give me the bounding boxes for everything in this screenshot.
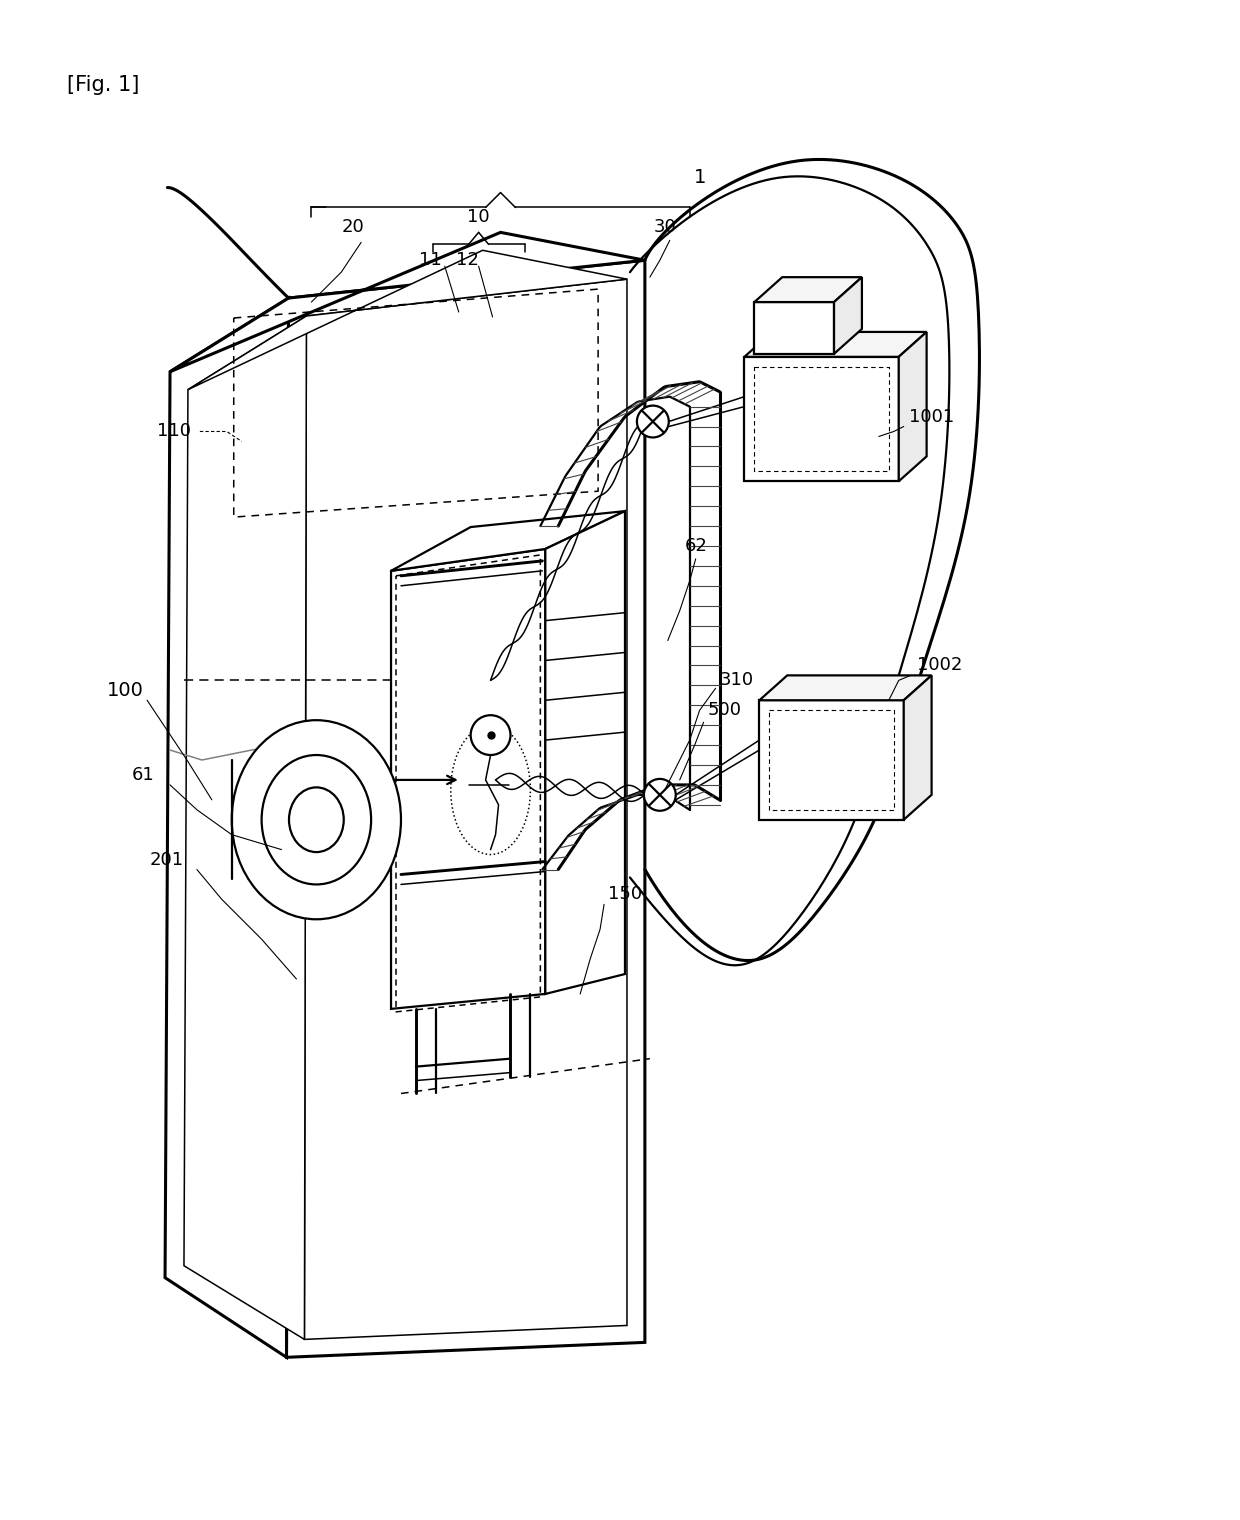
Text: 1: 1 bbox=[693, 169, 706, 187]
Text: 310: 310 bbox=[719, 672, 754, 690]
Text: 20: 20 bbox=[342, 219, 365, 237]
Polygon shape bbox=[744, 331, 926, 357]
Polygon shape bbox=[391, 549, 546, 1009]
Polygon shape bbox=[835, 277, 862, 354]
Polygon shape bbox=[286, 260, 645, 1357]
Ellipse shape bbox=[262, 755, 371, 885]
Text: 62: 62 bbox=[684, 537, 708, 555]
Circle shape bbox=[644, 778, 676, 810]
Polygon shape bbox=[184, 316, 306, 1339]
Text: 150: 150 bbox=[608, 885, 642, 903]
Text: 10: 10 bbox=[467, 208, 490, 226]
Polygon shape bbox=[759, 701, 904, 819]
Text: 500: 500 bbox=[708, 701, 742, 719]
Polygon shape bbox=[904, 675, 931, 819]
Polygon shape bbox=[744, 357, 899, 482]
Polygon shape bbox=[759, 675, 931, 701]
Polygon shape bbox=[754, 277, 862, 302]
Polygon shape bbox=[546, 511, 625, 994]
Ellipse shape bbox=[289, 787, 343, 853]
Text: 1002: 1002 bbox=[916, 657, 962, 675]
Polygon shape bbox=[188, 251, 627, 389]
Polygon shape bbox=[170, 233, 645, 372]
Text: 201: 201 bbox=[150, 851, 185, 868]
Text: 61: 61 bbox=[133, 766, 155, 784]
Circle shape bbox=[637, 406, 668, 438]
Text: 30: 30 bbox=[653, 219, 676, 237]
Text: 110: 110 bbox=[157, 423, 191, 441]
Circle shape bbox=[471, 716, 511, 755]
Text: 11: 11 bbox=[419, 251, 441, 269]
Polygon shape bbox=[305, 280, 627, 1339]
Text: 12: 12 bbox=[456, 251, 479, 269]
Text: 100: 100 bbox=[108, 681, 144, 699]
Text: 1001: 1001 bbox=[909, 407, 954, 426]
Text: [Fig. 1]: [Fig. 1] bbox=[67, 74, 140, 96]
Polygon shape bbox=[899, 331, 926, 482]
Ellipse shape bbox=[232, 720, 401, 920]
Polygon shape bbox=[391, 511, 625, 572]
Polygon shape bbox=[754, 302, 835, 354]
Polygon shape bbox=[165, 298, 289, 1357]
